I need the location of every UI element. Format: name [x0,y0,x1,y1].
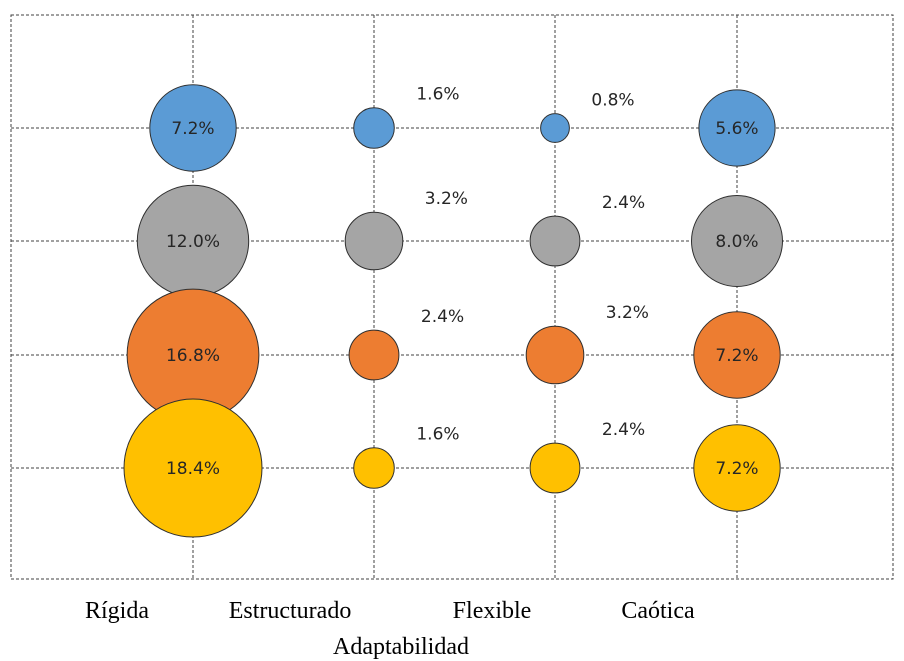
data-label-0-3: 5.6% [715,119,758,139]
bubble-1-3 [691,195,783,287]
x-axis-title: Adaptabilidad [333,634,469,660]
category-label-2: Flexible [453,598,532,624]
bubble-0-1 [353,107,395,149]
bubble-3-3 [693,424,781,512]
data-label-1-3: 8.0% [715,232,758,252]
data-label-0-0: 7.2% [171,119,214,139]
bubbles [123,84,783,538]
bubble-0-3 [698,89,776,167]
data-label-3-3: 7.2% [715,459,758,479]
category-labels: Rígida Estructurado Flexible Caótica [85,598,695,624]
data-label-1-0: 12.0% [166,232,220,252]
data-label-0-2: 0.8% [591,91,634,111]
bubble-1-2 [529,215,581,267]
data-label-1-1: 3.2% [425,189,468,209]
bubble-2-3 [693,311,781,399]
bubble-3-1 [353,447,395,489]
data-label-2-3: 7.2% [715,346,758,366]
bubble-0-0 [149,84,237,172]
bubble-3-2 [529,442,581,494]
data-label-2-2: 3.2% [606,303,649,323]
category-label-0: Rígida [85,598,149,624]
bubble-1-1 [344,211,404,271]
data-label-1-2: 2.4% [602,193,645,213]
bubble-2-2 [525,325,585,385]
data-labels: 7.2% 1.6% 0.8% 5.6% 12.0% 3.2% 2.4% 8.0% 16.8% 2.… [166,85,759,479]
data-label-0-1: 1.6% [416,85,459,105]
data-label-2-0: 16.8% [166,346,220,366]
plot-area-frame [10,14,894,580]
data-label-3-0: 18.4% [166,459,220,479]
data-label-3-1: 1.6% [416,425,459,445]
bubble-2-1 [348,329,400,381]
data-label-3-2: 2.4% [602,420,645,440]
bubble-3-0 [123,398,263,538]
category-label-3: Caótica [621,598,695,624]
category-label-1: Estructurado [229,598,352,624]
bubble-0-2 [540,113,570,143]
data-label-2-1: 2.4% [421,307,464,327]
